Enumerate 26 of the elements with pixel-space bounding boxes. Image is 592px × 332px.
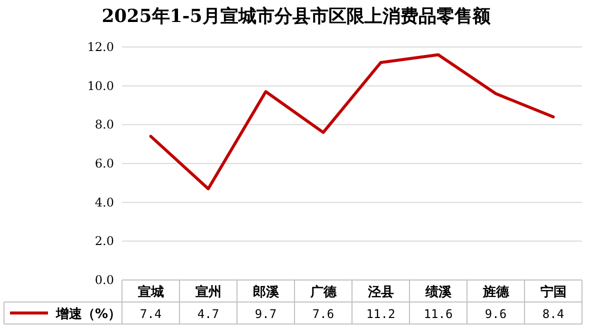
data-label: 7.4: [140, 307, 162, 321]
data-label: 4.7: [197, 307, 220, 321]
x-tick-label: 绩溪: [424, 285, 452, 300]
x-tick-label: 宁国: [540, 284, 566, 300]
y-tick-label: 12.0: [87, 40, 114, 54]
data-label: 9.6: [484, 307, 507, 321]
x-tick-label: 广德: [309, 284, 338, 300]
y-tick-label: 6.0: [94, 156, 114, 170]
data-label: 11.6: [424, 307, 453, 321]
chart-title: 2025年1-5月宣城市分县市区限上消费品零售额: [102, 6, 492, 27]
x-tick-label: 泾县: [366, 285, 394, 300]
x-tick-label: 旌德: [482, 284, 510, 300]
y-tick-label: 4.0: [94, 195, 114, 210]
data-label: 9.7: [254, 307, 277, 321]
data-label: 8.4: [542, 307, 564, 321]
data-label: 7.6: [312, 307, 334, 321]
x-tick-label: 宣州: [195, 284, 222, 300]
line-series: [149, 53, 555, 190]
y-tick-label: 2.0: [94, 234, 114, 248]
y-tick-label: 8.0: [94, 118, 114, 132]
x-tick-label: 宣城: [138, 284, 164, 300]
x-tick-label: 郎溪: [252, 284, 280, 300]
legend-label: 增速（%）: [55, 307, 122, 322]
y-tick-label: 0.0: [94, 273, 114, 287]
data-label: 11.2: [366, 307, 396, 321]
y-tick-label: 10.0: [87, 78, 114, 93]
